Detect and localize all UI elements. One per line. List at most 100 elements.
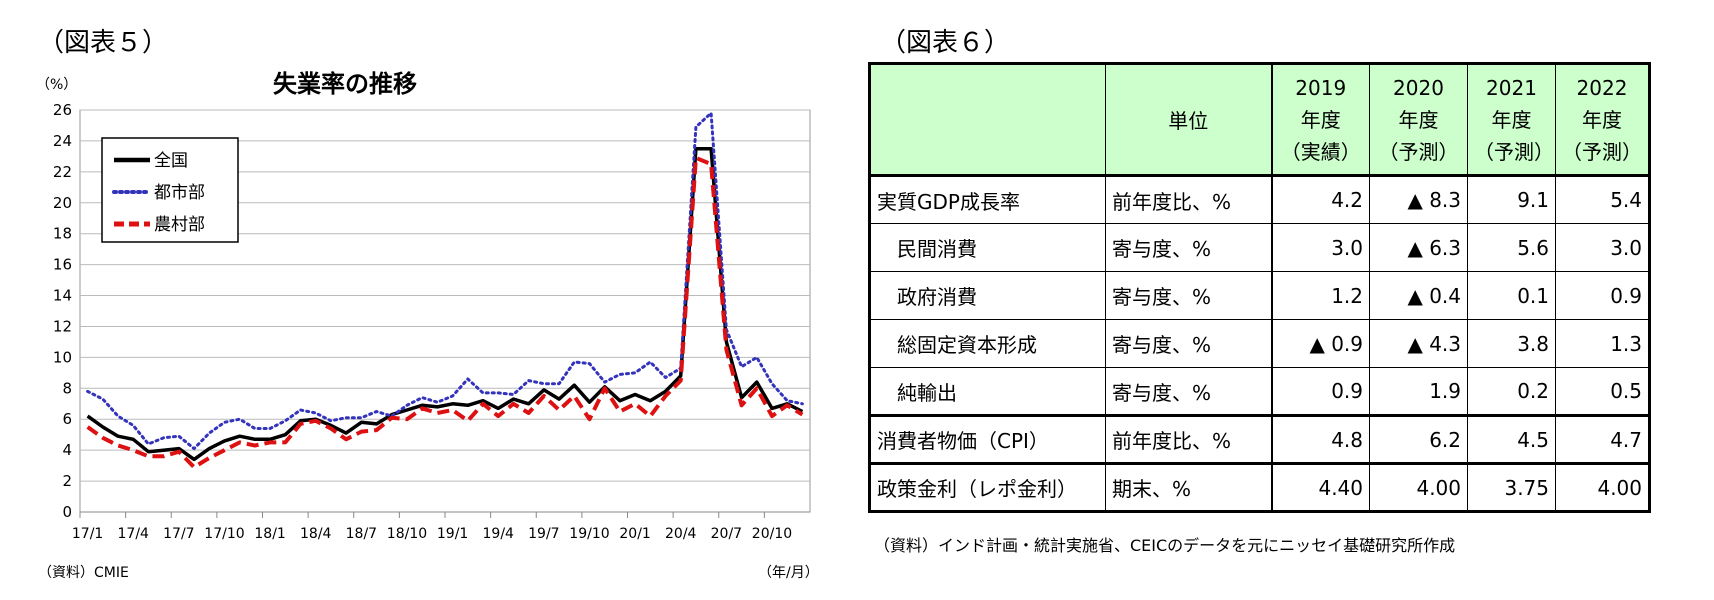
row-unit: 寄与度、% <box>1105 223 1272 272</box>
row-label: 消費者物価（CPI） <box>868 414 1106 464</box>
row-value: 4.2 <box>1270 174 1370 224</box>
y-tick-label: 4 <box>62 441 72 459</box>
table-row: 実質GDP成長率 前年度比、% 4.2 ▲ 8.3 9.1 5.4 <box>868 174 1651 224</box>
row-label: 民間消費 <box>868 223 1106 272</box>
row-value: 0.9 <box>1270 367 1370 416</box>
row-value: 3.8 <box>1467 319 1556 368</box>
row-unit: 前年度比、% <box>1105 414 1272 464</box>
row-unit: 寄与度、% <box>1105 271 1272 320</box>
row-value: ▲ 4.3 <box>1369 319 1468 368</box>
y-tick-label: 26 <box>53 101 72 119</box>
row-unit: 寄与度、% <box>1105 367 1272 416</box>
row-label: 政府消費 <box>868 271 1106 320</box>
row-value: ▲ 0.4 <box>1369 271 1468 320</box>
legend-box <box>101 137 239 243</box>
year-label: 2019 <box>1295 75 1347 100</box>
year-status: （実績） <box>1280 139 1361 164</box>
table-row: 消費者物価（CPI） 前年度比、% 4.8 6.2 4.5 4.7 <box>868 414 1651 464</box>
y-tick-label: 24 <box>53 132 72 150</box>
x-tick-label: 19/7 <box>528 526 559 542</box>
row-value: 1.2 <box>1270 271 1370 320</box>
year-label: 2022 <box>1576 75 1628 100</box>
table-row: 総固定資本形成 寄与度、% ▲ 0.9 ▲ 4.3 3.8 1.3 <box>868 319 1651 368</box>
legend-label: 都市部 <box>154 183 205 203</box>
row-label: 政策金利（レポ金利） <box>868 462 1106 513</box>
table-row: 政府消費 寄与度、% 1.2 ▲ 0.4 0.1 0.9 <box>868 271 1651 320</box>
header-unit-cell: 単位 <box>1105 62 1272 176</box>
row-unit: 期末、% <box>1105 462 1272 513</box>
y-tick-label: 14 <box>53 287 72 305</box>
fig6-label: （図表６） <box>880 28 1011 58</box>
x-tick-label: 18/1 <box>254 526 285 542</box>
y-tick-label: 8 <box>62 379 72 397</box>
header-year-2020: 2020 年度 （予測） <box>1369 62 1468 176</box>
y-tick-label: 12 <box>53 317 72 335</box>
row-value: 5.6 <box>1467 223 1556 272</box>
year-status: （予測） <box>1474 139 1554 164</box>
row-value: 3.0 <box>1270 223 1370 272</box>
table-row: 政策金利（レポ金利） 期末、% 4.40 4.00 3.75 4.00 <box>868 462 1651 513</box>
x-tick-label: 18/4 <box>300 526 332 542</box>
row-value: 3.0 <box>1555 223 1651 272</box>
row-value: 0.1 <box>1467 271 1556 320</box>
row-label: 総固定資本形成 <box>868 319 1106 368</box>
row-unit: 前年度比、% <box>1105 174 1272 224</box>
x-tick-label: 17/4 <box>118 526 150 542</box>
row-value: ▲ 8.3 <box>1369 174 1468 224</box>
economic-forecast-table: 単位 2019 年度 （実績） 2020 年度 （予測） 2021 年度 （予測… <box>868 62 1651 513</box>
x-tick-label: 19/4 <box>483 526 515 542</box>
y-axis-unit: （%） <box>36 77 78 93</box>
y-tick-label: 2 <box>62 472 72 490</box>
year-suffix: 年度 <box>1398 107 1439 132</box>
row-value: 0.5 <box>1555 367 1651 416</box>
row-unit: 寄与度、% <box>1105 319 1272 368</box>
table-header-row: 単位 2019 年度 （実績） 2020 年度 （予測） 2021 年度 （予測… <box>868 62 1651 176</box>
row-value: 3.75 <box>1467 462 1556 513</box>
y-tick-label: 10 <box>53 348 72 366</box>
x-tick-label: 20/7 <box>711 526 742 542</box>
table-row: 民間消費 寄与度、% 3.0 ▲ 6.3 5.6 3.0 <box>868 223 1651 272</box>
x-tick-label: 18/10 <box>387 526 427 542</box>
x-tick-label: 20/10 <box>752 526 792 542</box>
row-label: 実質GDP成長率 <box>868 174 1106 224</box>
x-axis-unit: （年/月） <box>758 565 819 581</box>
y-tick-label: 0 <box>62 503 72 521</box>
y-tick-label: 18 <box>53 225 72 243</box>
year-label: 2020 <box>1393 75 1444 100</box>
row-value: 5.4 <box>1555 174 1651 224</box>
row-label: 純輸出 <box>868 367 1106 416</box>
fig5-source: （資料）CMIE <box>38 565 129 581</box>
row-value: 4.7 <box>1555 414 1651 464</box>
row-value: 4.8 <box>1270 414 1370 464</box>
year-suffix: 年度 <box>1300 107 1341 132</box>
x-tick-label: 17/7 <box>163 526 194 542</box>
table-row: 純輸出 寄与度、% 0.9 1.9 0.2 0.5 <box>868 367 1651 416</box>
chart-title: 失業率の推移 <box>273 70 417 98</box>
fig5-label: （図表５） <box>38 28 169 58</box>
y-tick-label: 6 <box>62 410 72 428</box>
row-value: 6.2 <box>1369 414 1468 464</box>
x-tick-label: 17/1 <box>72 526 103 542</box>
row-value: 4.40 <box>1270 462 1370 513</box>
x-tick-label: 20/1 <box>619 526 650 542</box>
x-tick-label: 19/10 <box>569 526 609 542</box>
series-line-3 <box>86 155 804 470</box>
header-year-2022: 2022 年度 （予測） <box>1555 62 1651 176</box>
x-tick-label: 19/1 <box>437 526 468 542</box>
header-year-2021: 2021 年度 （予測） <box>1467 62 1556 176</box>
row-value: ▲ 6.3 <box>1369 223 1468 272</box>
y-tick-label: 16 <box>53 256 72 274</box>
y-tick-label: 22 <box>53 163 72 181</box>
row-value: 1.9 <box>1369 367 1468 416</box>
x-tick-label: 17/10 <box>204 526 244 542</box>
legend-label: 農村部 <box>154 215 205 235</box>
row-value: 0.9 <box>1555 271 1651 320</box>
row-value: 9.1 <box>1467 174 1556 224</box>
y-tick-label: 20 <box>53 194 72 212</box>
row-value: 0.2 <box>1467 367 1556 416</box>
row-value: 1.3 <box>1555 319 1651 368</box>
year-status: （予測） <box>1562 139 1642 164</box>
row-value: 4.00 <box>1555 462 1651 513</box>
year-suffix: 年度 <box>1491 107 1532 132</box>
